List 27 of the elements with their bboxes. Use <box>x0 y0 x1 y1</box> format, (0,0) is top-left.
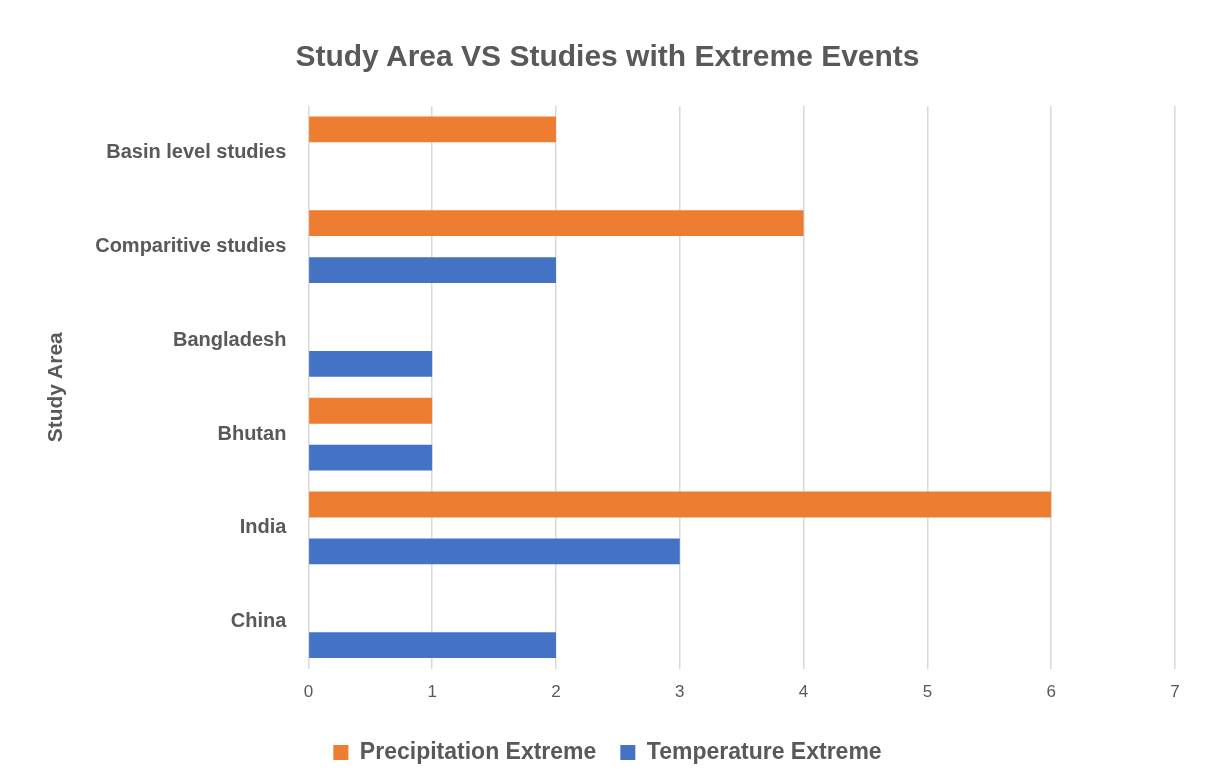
x-tick-label: 7 <box>1170 682 1180 702</box>
x-tick-label: 1 <box>427 682 437 702</box>
x-tick-label: 4 <box>798 682 809 702</box>
bar <box>309 257 556 283</box>
x-tick-label: 3 <box>675 682 685 702</box>
bar <box>309 444 433 471</box>
bar <box>309 210 804 237</box>
y-tick-label: China <box>230 609 288 632</box>
y-tick-label: Basin level studies <box>106 140 287 163</box>
legend-label: Precipitation Extreme <box>359 737 597 764</box>
y-tick-label: Bangladesh <box>173 327 287 350</box>
y-tick-label: Bhutan <box>217 421 287 444</box>
chart-title: Study Area VS Studies with Extreme Events <box>295 39 920 73</box>
x-tick-label: 2 <box>551 682 561 702</box>
legend-label: Temperature Extreme <box>646 737 882 764</box>
bar <box>309 632 556 659</box>
bar <box>309 538 680 565</box>
x-tick-label: 6 <box>1046 682 1056 702</box>
y-axis-title: Study Area <box>43 331 67 443</box>
bar <box>309 116 556 143</box>
bar <box>309 397 433 424</box>
y-tick-label: India <box>239 515 288 538</box>
bar <box>309 491 1052 518</box>
y-tick-label: Comparitive studies <box>95 234 287 257</box>
bar <box>309 350 433 377</box>
x-tick-label: 5 <box>922 682 933 702</box>
x-tick-label: 0 <box>303 682 314 702</box>
